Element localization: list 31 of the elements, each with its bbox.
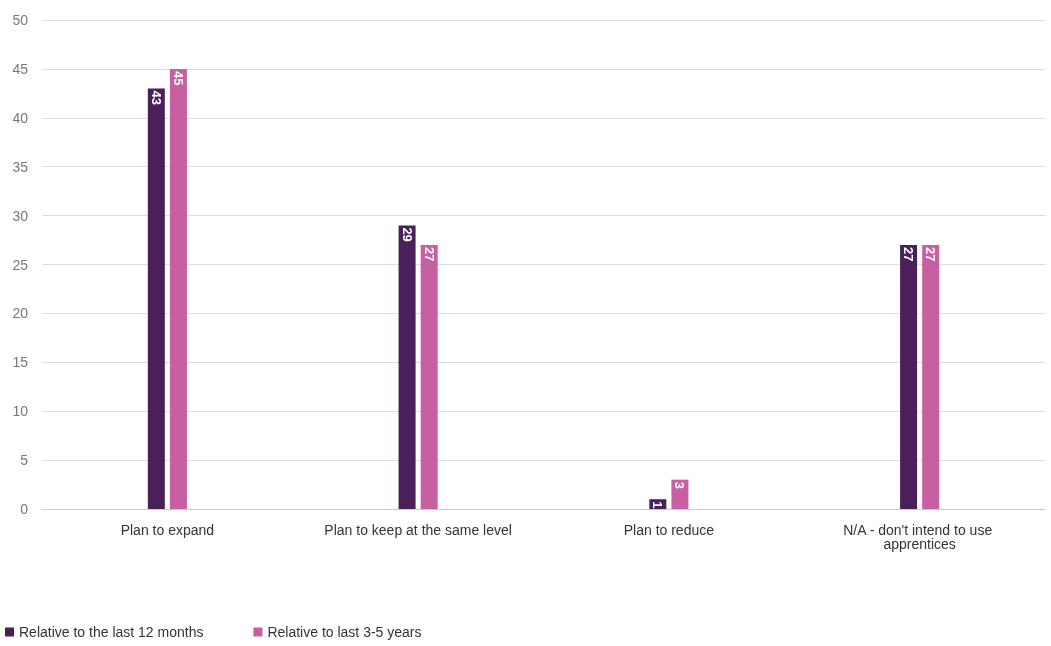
y-tick-label: 15 bbox=[12, 354, 29, 371]
y-tick-label: 25 bbox=[12, 256, 29, 273]
bar bbox=[147, 88, 165, 509]
data-label: 3 bbox=[672, 481, 688, 489]
y-tick-label: 20 bbox=[12, 305, 29, 322]
bar bbox=[922, 244, 940, 509]
y-tick-label: 45 bbox=[12, 60, 29, 77]
y-tick-label: 0 bbox=[20, 501, 29, 517]
data-label: 27 bbox=[923, 246, 939, 262]
y-tick-label: 40 bbox=[12, 109, 29, 126]
legend-label: Relative to the last 12 months bbox=[19, 624, 204, 640]
x-tick-label: Plan to keep at the same level bbox=[324, 522, 512, 538]
y-tick-label: 5 bbox=[20, 452, 29, 469]
y-tick-label: 30 bbox=[12, 207, 29, 224]
x-tick-label: N/A - don't intend to use apprentices bbox=[843, 522, 997, 552]
bar bbox=[900, 244, 918, 509]
y-tick-label: 50 bbox=[12, 12, 29, 28]
bar bbox=[420, 244, 438, 509]
data-label: 45 bbox=[170, 70, 186, 86]
y-tick-label: 10 bbox=[12, 403, 29, 420]
legend-label: Relative to last 3-5 years bbox=[267, 624, 422, 640]
data-label: 27 bbox=[901, 246, 917, 262]
data-label: 43 bbox=[148, 90, 164, 105]
bar bbox=[398, 225, 416, 509]
data-label: 1 bbox=[650, 501, 666, 509]
bar bbox=[169, 68, 187, 509]
x-tick-label: Plan to expand bbox=[120, 522, 215, 538]
data-label: 27 bbox=[421, 246, 437, 262]
data-label: 29 bbox=[399, 227, 415, 242]
x-tick-label: Plan to reduce bbox=[623, 522, 715, 538]
y-tick-label: 35 bbox=[12, 158, 29, 175]
